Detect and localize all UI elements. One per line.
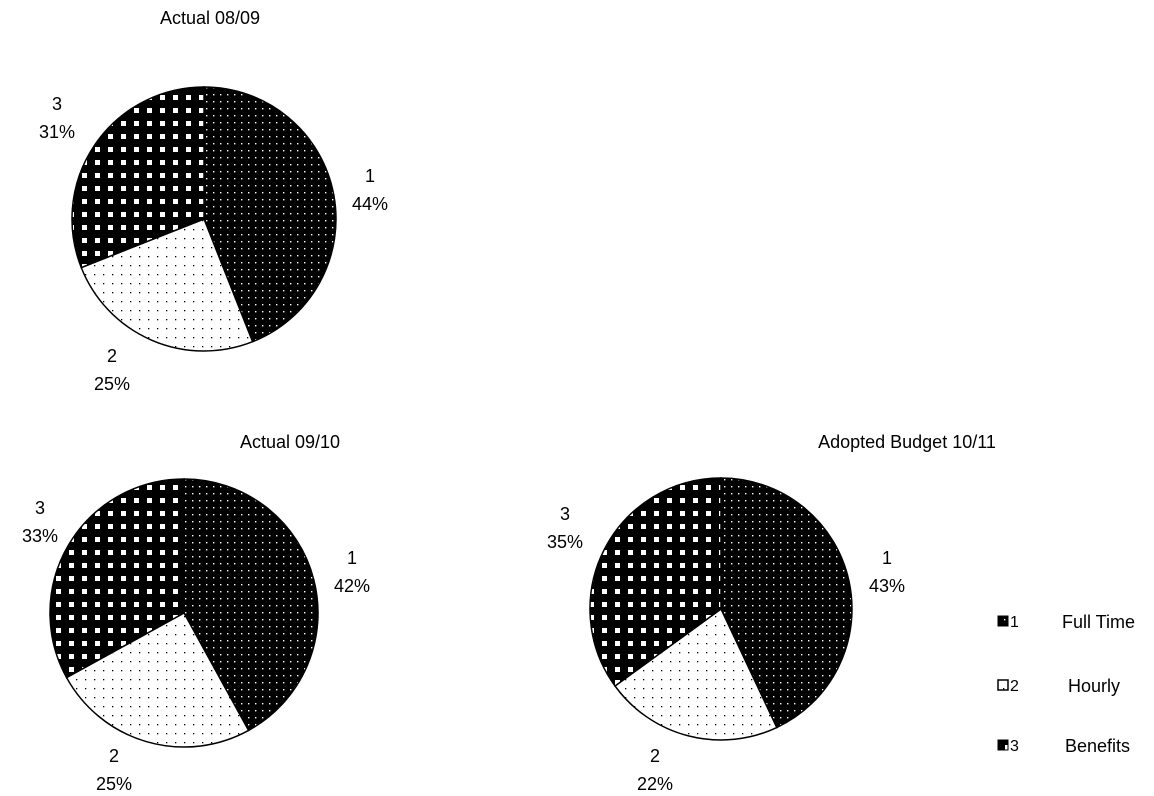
pie-slices (49, 478, 319, 748)
pie-slice-3 (49, 478, 185, 679)
legend-swatch-1 (997, 615, 1009, 627)
slice-1-percent-label: 43% (869, 576, 905, 596)
slice-3-percent-label: 31% (39, 122, 75, 142)
legend-swatch-2 (997, 679, 1009, 691)
legend-entry-hourly: 2 Hourly (997, 676, 1120, 696)
legend-swatch-3 (997, 739, 1009, 751)
pie-slice-1 (720, 477, 853, 729)
pie-slice-1 (203, 86, 337, 343)
pie-slice-2 (80, 218, 254, 352)
slice-2-percent-label: 25% (94, 374, 130, 394)
slice-2-key-label: 2 (107, 346, 117, 366)
slice-3-key-label: 3 (35, 498, 45, 518)
slice-3-percent-label: 33% (22, 526, 58, 546)
pie-chart-adopted-budget-1011: Adopted Budget 10/11 1 43% 2 22% 3 35% (547, 432, 996, 794)
slice-3-percent-label: 35% (547, 532, 583, 552)
slice-2-percent-label: 22% (637, 774, 673, 794)
pie-slice-3 (71, 86, 205, 269)
slice-2-key-label: 2 (650, 746, 660, 766)
pie-slice-1 (183, 478, 319, 732)
pie-slices (71, 86, 337, 352)
slice-2-key-label: 2 (109, 746, 119, 766)
legend-entry-full-time: 1 Full Time (997, 612, 1135, 632)
pie-slice-2 (613, 607, 778, 741)
legend-key: 1 (1010, 614, 1019, 631)
pie-chart-actual-0809: Actual 08/09 1 44% 2 25% 3 31% (39, 8, 388, 394)
legend-label: Benefits (1065, 736, 1130, 756)
chart-title: Adopted Budget 10/11 (818, 432, 996, 452)
legend-label: Full Time (1062, 612, 1135, 632)
chart-title: Actual 08/09 (160, 8, 260, 28)
slice-2-percent-label: 25% (96, 774, 132, 794)
slice-1-percent-label: 44% (352, 194, 388, 214)
pie-slice-2 (65, 611, 250, 748)
pie-slices (589, 477, 853, 741)
legend: 1 Full Time 2 Hourly 3 Benefits (997, 612, 1135, 756)
pie-chart-actual-0910: Actual 09/10 1 42% 2 25% 3 33% (22, 432, 370, 794)
slice-1-key-label: 1 (347, 548, 357, 568)
slice-3-key-label: 3 (560, 504, 570, 524)
slice-3-key-label: 3 (52, 94, 62, 114)
slice-1-percent-label: 42% (334, 576, 370, 596)
legend-key: 2 (1010, 678, 1019, 695)
legend-key: 3 (1010, 738, 1019, 755)
slice-1-key-label: 1 (882, 548, 892, 568)
legend-label: Hourly (1068, 676, 1120, 696)
chart-title: Actual 09/10 (240, 432, 340, 452)
legend-entry-benefits: 3 Benefits (997, 736, 1130, 756)
pie-slice-3 (589, 477, 722, 688)
slice-1-key-label: 1 (365, 166, 375, 186)
